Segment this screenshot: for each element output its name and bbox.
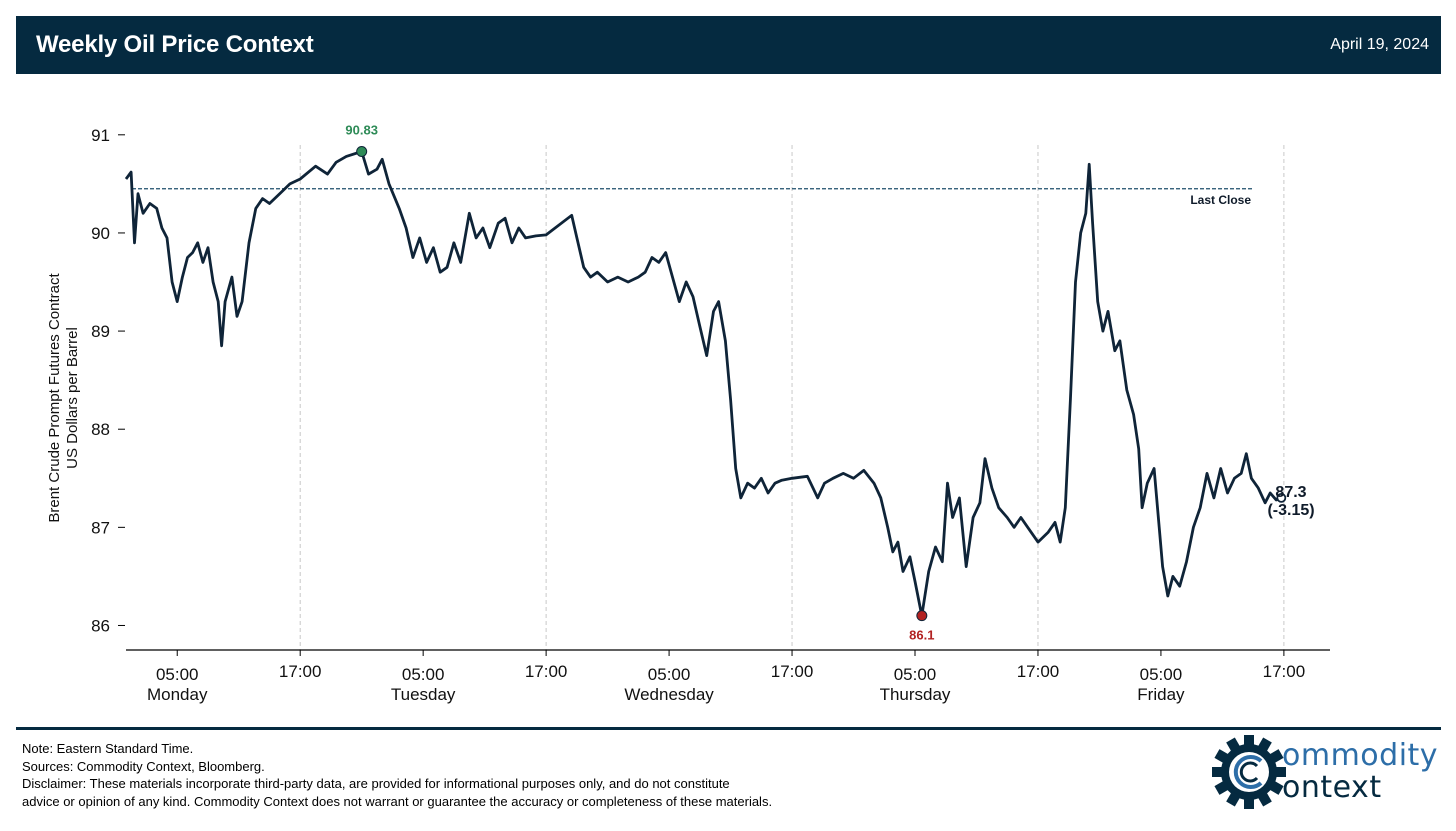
footer-notes: Note: Eastern Standard Time. Sources: Co… — [22, 740, 1172, 810]
y-tick-label-4: 90 — [91, 224, 110, 243]
disclaimer-line-1: Disclaimer: These materials incorporate … — [22, 776, 730, 791]
x-tick-day-8: Friday — [1137, 685, 1185, 704]
note-text: Note: Eastern Standard Time. — [22, 741, 194, 756]
last-price-label: 87.3 — [1275, 484, 1306, 501]
y-tick-label-5: 91 — [91, 126, 110, 145]
x-tick-time-6: 05:00 — [894, 665, 937, 684]
x-tick-time-3: 17:00 — [525, 662, 568, 681]
gridlines — [299, 145, 1285, 650]
x-tick-day-4: Wednesday — [624, 685, 714, 704]
disclaimer-line-2: advice or opinion of any kind. Commodity… — [22, 793, 773, 809]
y-tick-label-0: 86 — [91, 616, 110, 635]
header-bar: Weekly Oil Price Context April 19, 2024 — [16, 16, 1441, 74]
report-date: April 19, 2024 — [1330, 36, 1429, 53]
y-tick-label-2: 88 — [91, 420, 110, 439]
x-tick-time-5: 17:00 — [771, 662, 814, 681]
page-title: Weekly Oil Price Context — [36, 31, 314, 58]
y-axis-label-line2: US Dollars per Barrel — [64, 327, 81, 469]
x-tick-time-1: 17:00 — [279, 662, 322, 681]
x-tick-time-9: 17:00 — [1263, 662, 1306, 681]
low-label: 86.1 — [909, 628, 934, 643]
last-price-marker — [1276, 492, 1287, 503]
logo-word-context: ontext — [1282, 770, 1382, 805]
last-close-label: Last Close — [1190, 193, 1251, 207]
last-change-label: (-3.15) — [1267, 502, 1314, 519]
low-marker — [916, 610, 928, 622]
high-marker — [356, 145, 368, 157]
sources-text: Sources: Commodity Context, Bloomberg. — [22, 758, 265, 774]
footer-divider — [16, 727, 1441, 730]
x-tick-time-2: 05:00 — [402, 665, 445, 684]
gear-c-icon — [1212, 735, 1286, 809]
x-tick-day-6: Thursday — [880, 685, 951, 704]
high-label: 90.83 — [345, 122, 378, 137]
y-tick-label-3: 89 — [91, 322, 110, 341]
y-axis-label-line1: Brent Crude Prompt Futures Contract — [46, 273, 63, 523]
x-tick-day-2: Tuesday — [391, 685, 456, 704]
x-tick-time-7: 17:00 — [1017, 662, 1060, 681]
x-tick-time-4: 05:00 — [648, 665, 691, 684]
price-series-line — [124, 150, 1282, 618]
x-tick-day-0: Monday — [147, 685, 208, 704]
y-axis-ticks: 86 87 88 89 90 91 — [91, 126, 125, 635]
y-tick-label-1: 87 — [91, 518, 110, 537]
logo-word-commodity: ommodity — [1282, 738, 1439, 773]
x-tick-time-8: 05:00 — [1140, 665, 1183, 684]
x-tick-time-0: 05:00 — [156, 665, 199, 684]
